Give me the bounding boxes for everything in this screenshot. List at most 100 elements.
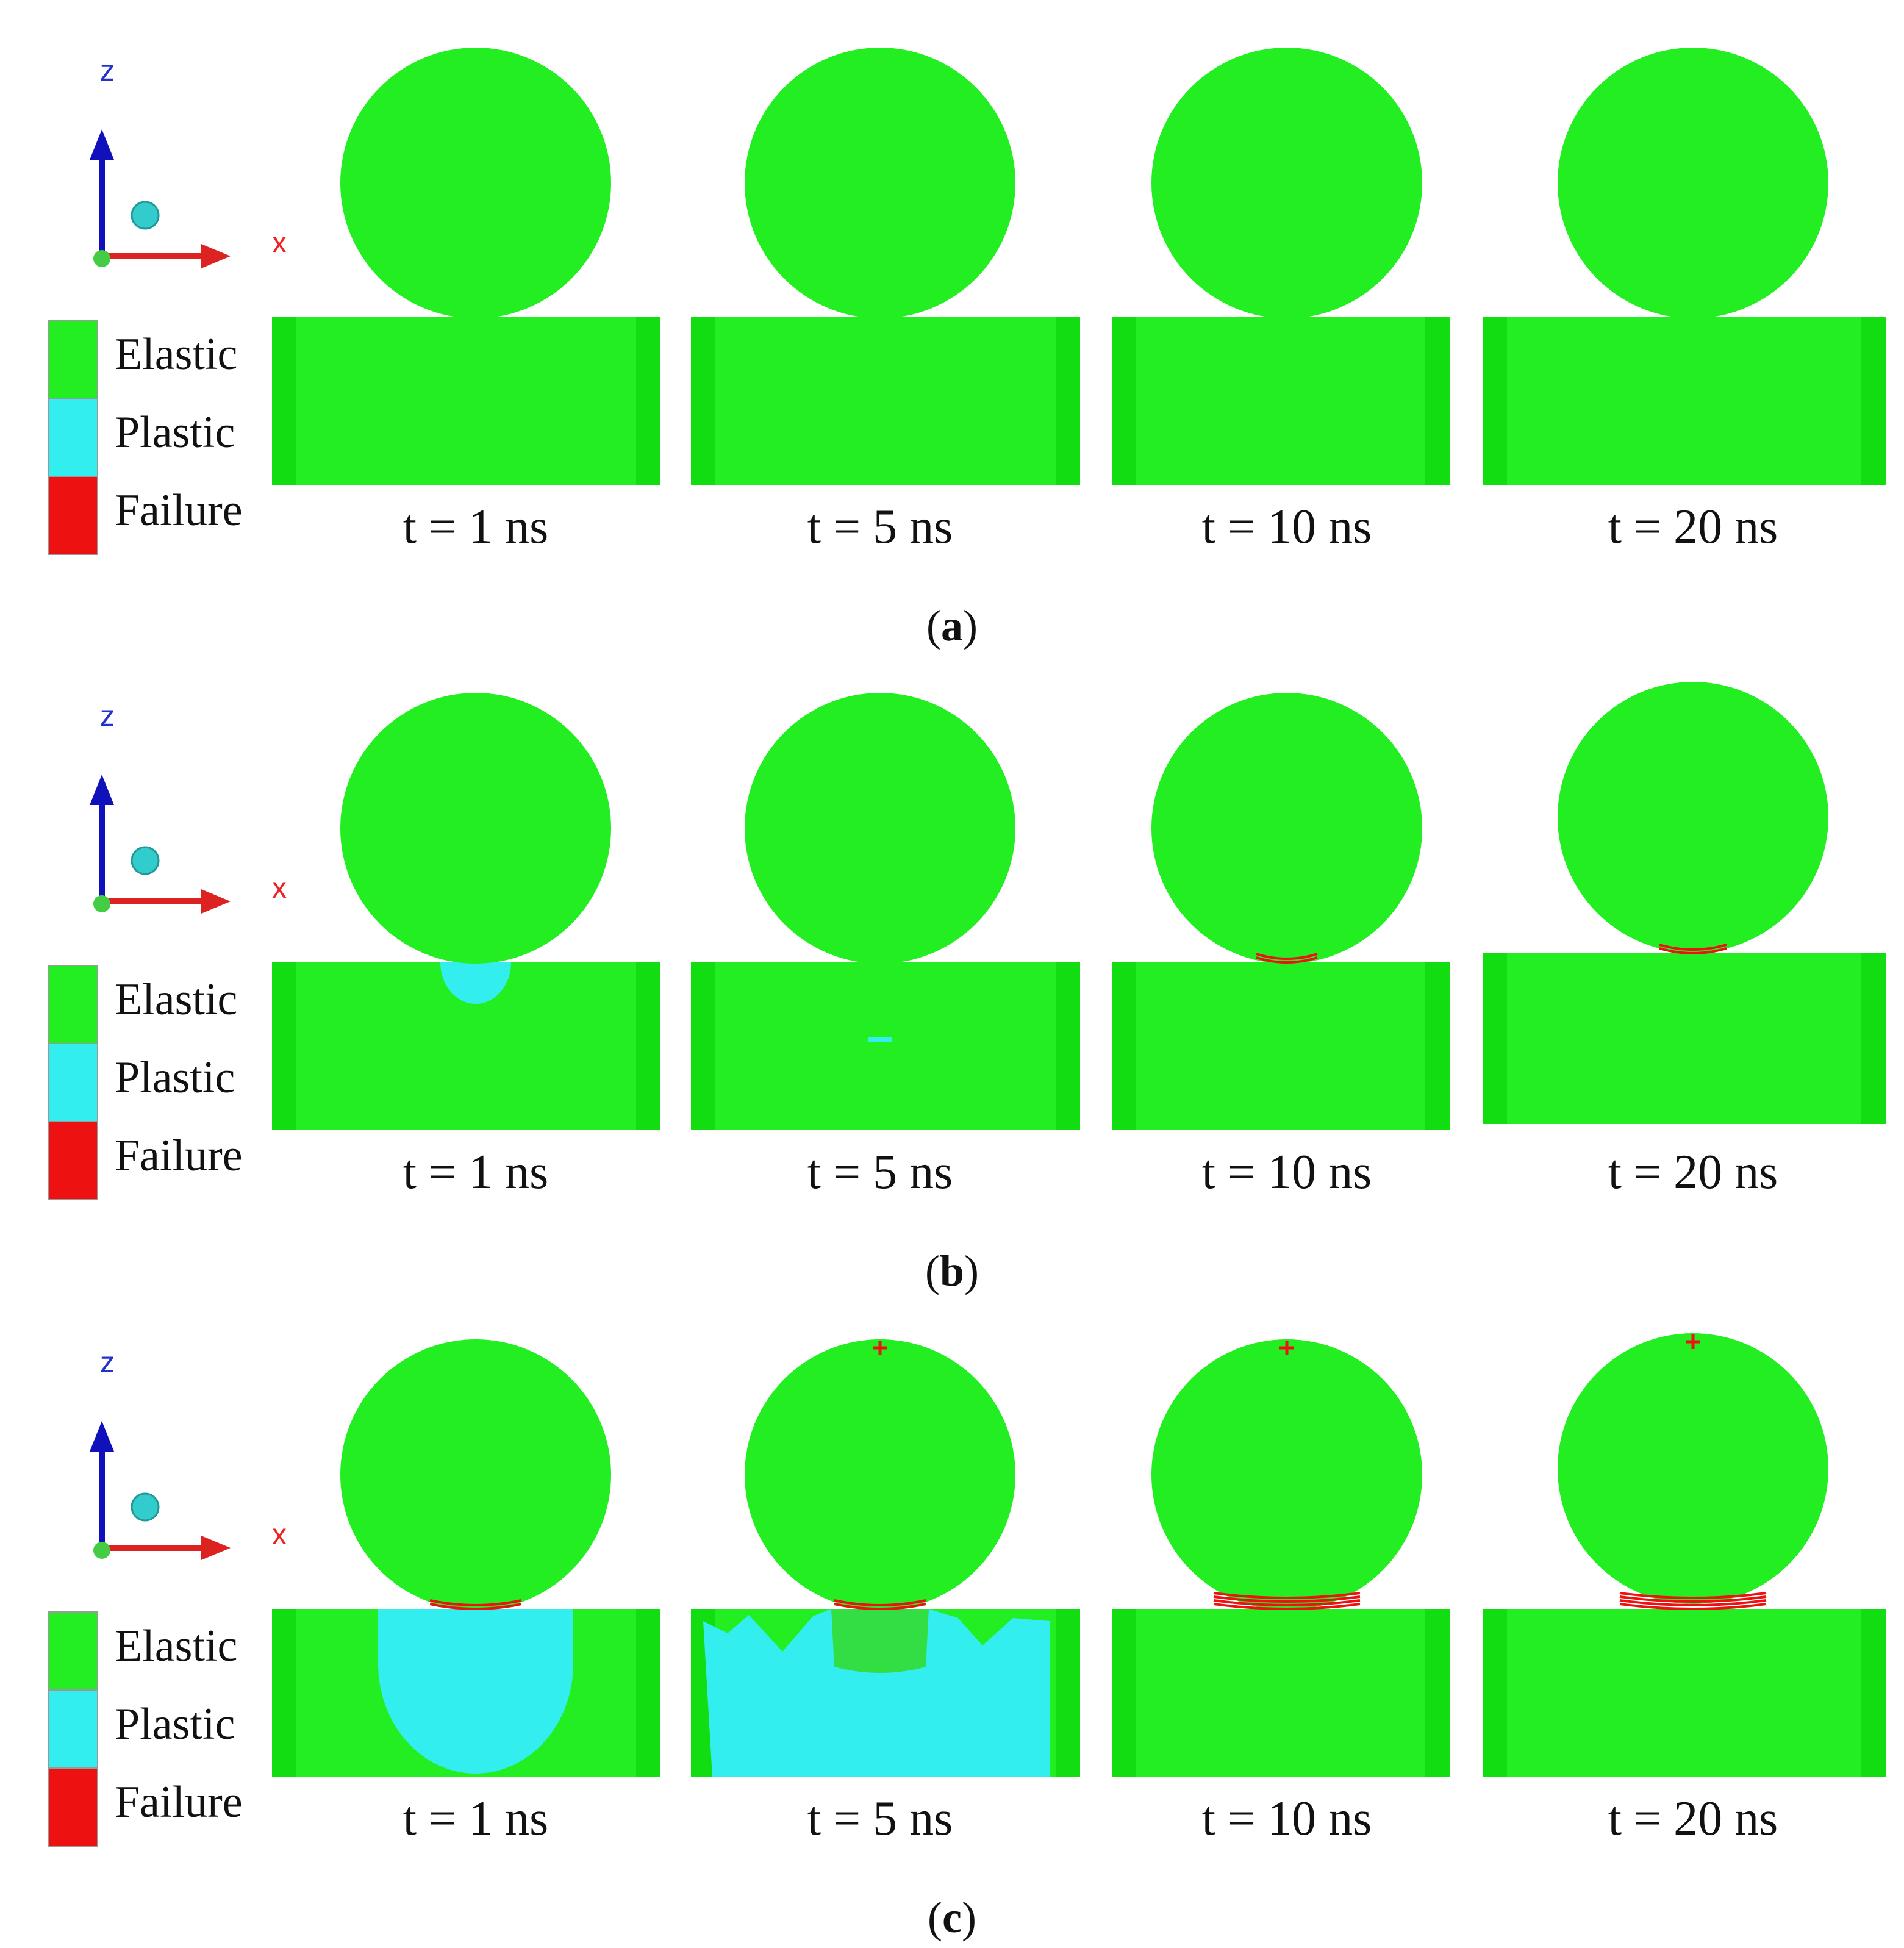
projectile-sphere — [1558, 48, 1828, 318]
sim-panel-c-2: t = 5 ns — [691, 1339, 1080, 1846]
target-edge-right — [636, 317, 660, 485]
projectile-sphere — [745, 48, 1015, 318]
sim-panel-a-4: t = 20 ns — [1483, 48, 1886, 554]
time-label: t = 5 ns — [807, 1792, 953, 1846]
x-axis-arrowhead — [201, 889, 231, 914]
plastic-speck — [868, 1037, 892, 1042]
origin-dot — [93, 895, 110, 912]
target-edge-left — [1112, 1609, 1136, 1777]
sim-panel-a-3: t = 10 ns — [1112, 48, 1450, 554]
state-legend: Elastic Plastic Failure — [48, 1611, 243, 1847]
axis-triad: zx — [90, 700, 287, 914]
projectile-sphere — [340, 48, 611, 318]
caption-paren: ) — [963, 601, 978, 650]
time-label: t = 10 ns — [1202, 1792, 1372, 1846]
caption-letter: c — [942, 1893, 962, 1942]
caption-letter: b — [940, 1247, 964, 1295]
plastic-zone — [440, 962, 511, 1004]
time-label: t = 10 ns — [1202, 500, 1372, 554]
sim-panel-b-1: t = 1 ns — [272, 693, 660, 1199]
target-edge-right — [1861, 317, 1886, 485]
legend-swatch-elastic — [48, 1611, 98, 1691]
elastic-core — [831, 1609, 929, 1673]
projectile-sphere — [1151, 1339, 1422, 1610]
row-caption: (c) — [928, 1893, 976, 1942]
projectile-sphere — [1151, 48, 1422, 318]
view-sphere-icon — [131, 201, 160, 230]
projectile-sphere — [340, 693, 611, 964]
target-block — [272, 317, 660, 485]
caption-letter: a — [941, 601, 963, 650]
legend-label-elastic: Elastic — [115, 329, 237, 379]
legend-swatch-plastic — [48, 398, 98, 477]
time-label: t = 5 ns — [807, 500, 953, 554]
target-edge-right — [1425, 962, 1450, 1130]
z-axis-label: z — [100, 55, 115, 87]
target-block — [691, 962, 1080, 1130]
time-label: t = 1 ns — [403, 1792, 548, 1846]
z-axis-arrowhead — [90, 1421, 114, 1452]
target-edge-left — [1483, 953, 1507, 1124]
sim-panel-b-2: t = 5 ns — [691, 693, 1080, 1199]
z-axis-label: z — [100, 700, 115, 732]
target-block — [691, 317, 1080, 485]
caption-paren: ( — [928, 1893, 942, 1942]
legend-swatch-elastic — [48, 320, 98, 399]
row-caption: (b) — [925, 1247, 979, 1295]
sim-panel-b-4: t = 20 ns — [1483, 682, 1886, 1199]
target-block — [1483, 317, 1886, 485]
target-edge-right — [1861, 1609, 1886, 1777]
target-block — [1112, 317, 1450, 485]
legend-swatch-plastic — [48, 1043, 98, 1122]
axis-triad: zx — [90, 1347, 287, 1560]
legend-label-elastic: Elastic — [115, 975, 237, 1025]
state-legend: Elastic Plastic Failure — [48, 320, 243, 555]
target-edge-right — [1425, 1609, 1450, 1777]
legend-swatch-failure — [48, 1767, 98, 1847]
x-axis-label: x — [272, 227, 287, 259]
legend-swatch-elastic — [48, 965, 98, 1044]
caption-paren: ( — [925, 1247, 940, 1295]
time-label: t = 1 ns — [403, 500, 548, 554]
target-edge-right — [1056, 317, 1080, 485]
target-edge-left — [691, 317, 715, 485]
view-sphere-icon — [131, 846, 160, 875]
time-label: t = 5 ns — [807, 1145, 953, 1199]
legend-swatch-failure — [48, 476, 98, 555]
failure-band — [1213, 1603, 1361, 1610]
view-sphere-icon — [131, 1492, 160, 1522]
legend-label-failure: Failure — [115, 1777, 243, 1827]
failure-band — [1619, 1595, 1767, 1603]
target-edge-left — [272, 962, 296, 1130]
sim-panel-c-3: t = 10 ns — [1112, 1339, 1450, 1846]
projectile-sphere — [1151, 693, 1422, 964]
target-edge-right — [1056, 962, 1080, 1130]
target-block — [1112, 962, 1450, 1130]
z-axis-label: z — [100, 1347, 115, 1379]
time-label: t = 10 ns — [1202, 1145, 1372, 1199]
failure-band — [429, 1599, 522, 1606]
failure-band — [1619, 1599, 1767, 1606]
sim-panel-a-1: t = 1 ns — [272, 48, 660, 554]
time-label: t = 1 ns — [403, 1145, 548, 1199]
failure-band — [834, 1599, 926, 1606]
legend-swatch-failure — [48, 1121, 98, 1200]
sim-panel-c-4: t = 20 ns — [1483, 1333, 1886, 1846]
failure-band — [834, 1603, 926, 1610]
failure-band — [429, 1603, 522, 1610]
projectile-sphere — [1558, 1333, 1828, 1604]
legend-swatch-plastic — [48, 1689, 98, 1769]
legend-label-failure: Failure — [115, 485, 243, 535]
projectile-sphere — [340, 1339, 611, 1610]
failure-band — [1619, 1603, 1767, 1610]
x-axis-label: x — [272, 872, 287, 904]
projectile-sphere — [745, 693, 1015, 964]
target-edge-left — [1483, 317, 1507, 485]
legend-label-failure: Failure — [115, 1131, 243, 1181]
plastic-zone — [703, 1609, 1050, 1777]
target-edge-left — [272, 317, 296, 485]
